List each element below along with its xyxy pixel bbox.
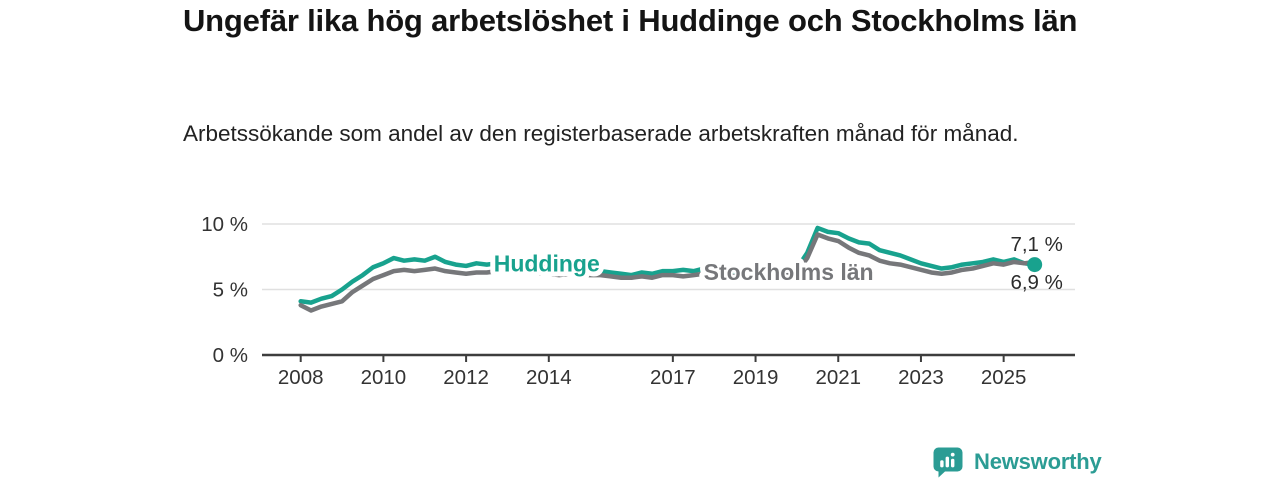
y-axis-label: 0 % bbox=[213, 344, 248, 367]
stockholm-line bbox=[298, 232, 1037, 313]
end-value-label: 7,1 % bbox=[1010, 233, 1062, 256]
newsworthy-logo: Newsworthy bbox=[931, 445, 1102, 479]
end-point-marker bbox=[1027, 257, 1043, 273]
huddinge-series-label: Huddinge bbox=[494, 250, 600, 276]
x-axis-label: 2025 bbox=[981, 366, 1027, 389]
x-axis-label: 2023 bbox=[898, 366, 944, 389]
x-axis-label: 2008 bbox=[278, 366, 324, 389]
end-value-label: 6,9 % bbox=[1010, 271, 1062, 294]
y-axis-label: 10 % bbox=[201, 213, 248, 236]
huddinge-line bbox=[298, 225, 1037, 305]
x-axis-label: 2012 bbox=[443, 366, 489, 389]
x-axis-label: 2010 bbox=[361, 366, 407, 389]
x-axis-label: 2017 bbox=[650, 366, 696, 389]
newsworthy-logo-icon bbox=[933, 447, 963, 478]
chart-subtitle: Arbetssökande som andel av den registerb… bbox=[183, 121, 1019, 146]
newsworthy-logo-text: Newsworthy bbox=[974, 449, 1102, 474]
x-axis-label: 2019 bbox=[733, 366, 779, 389]
x-axis-label: 2014 bbox=[526, 366, 572, 389]
x-axis-label: 2021 bbox=[815, 366, 861, 389]
y-axis-label: 5 % bbox=[213, 279, 248, 302]
chart-title: Ungefär lika hög arbetslöshet i Huddinge… bbox=[183, 3, 1078, 38]
stockholm-series-label: Stockholms län bbox=[704, 259, 874, 285]
